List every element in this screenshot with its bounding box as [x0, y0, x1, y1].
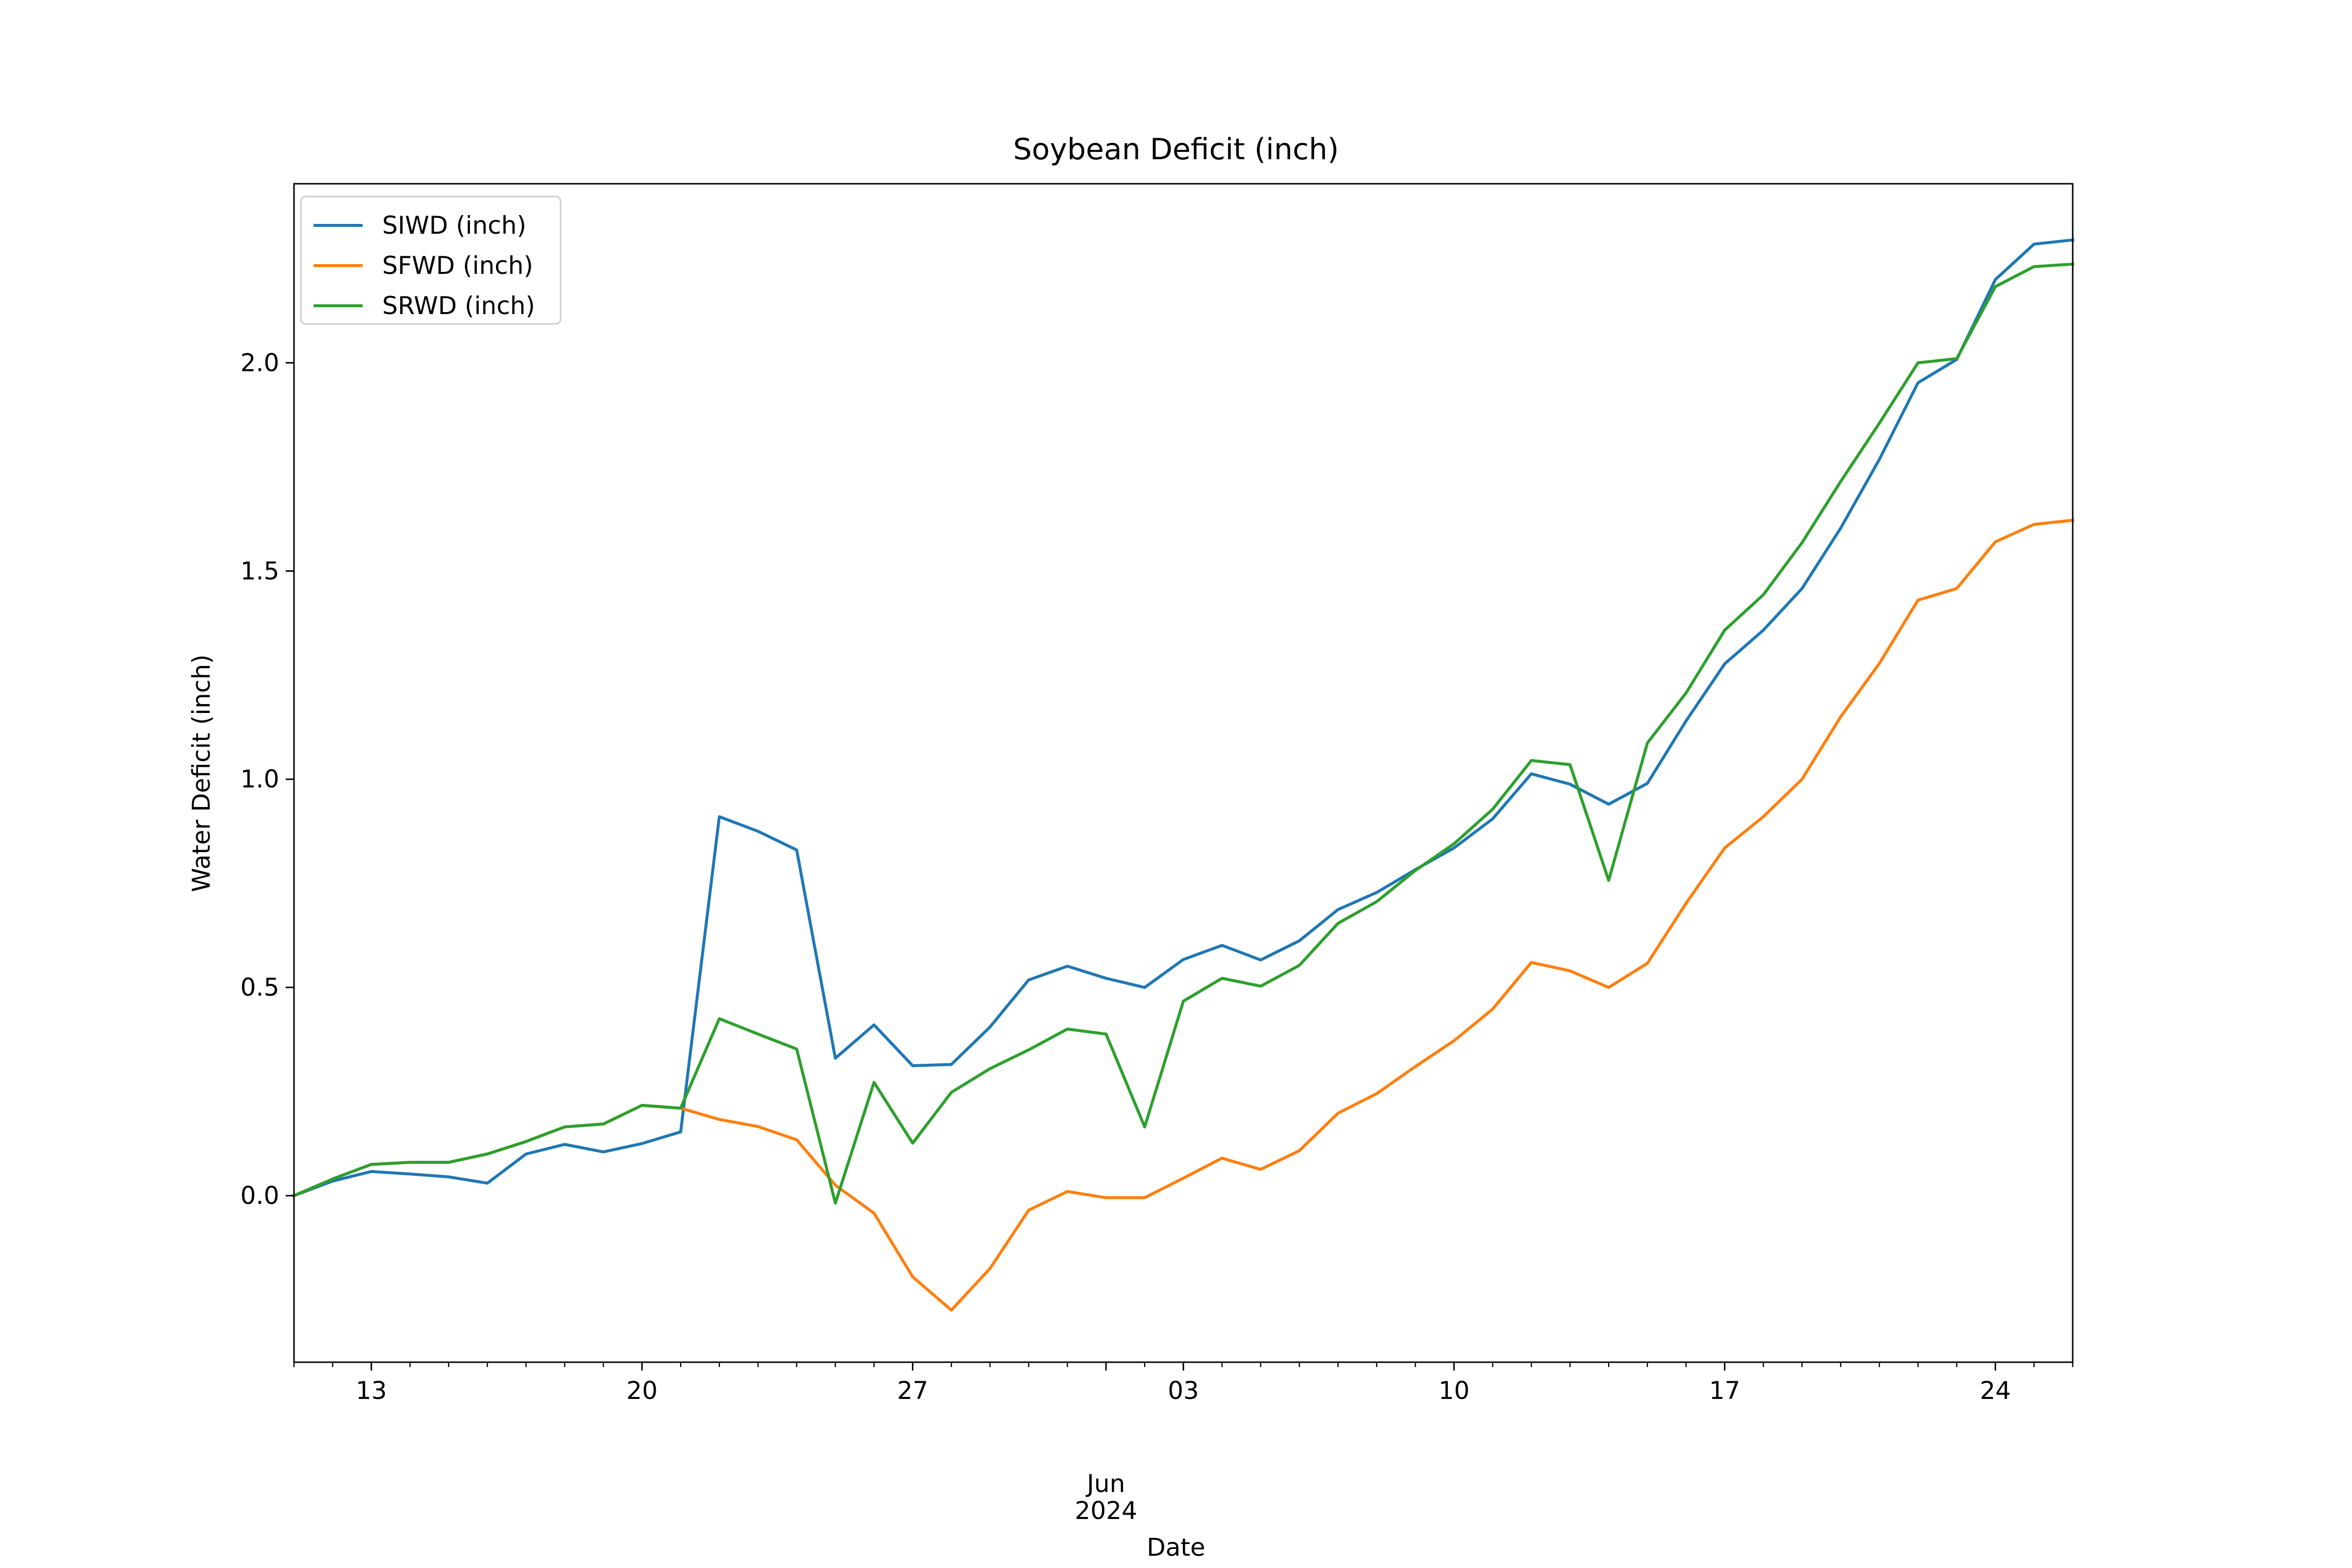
- y-tick-label: 0.5: [240, 973, 279, 1002]
- legend-box: [300, 196, 562, 325]
- x-tick-label: 27: [897, 1376, 929, 1405]
- x-axis: Jun 2024 13 20 27 03 10 17 24: [293, 1362, 2074, 1525]
- x-year-label: 2024: [1075, 1496, 1137, 1525]
- legend-label-1: SFWD (inch): [382, 251, 533, 280]
- y-axis-label: Water Deficit (inch): [187, 654, 216, 892]
- chart-title: Soybean Deficit (inch): [1013, 132, 1339, 167]
- x-tick-label: 03: [1168, 1376, 1199, 1405]
- plot-area: [292, 183, 2075, 1363]
- legend-label-2: SRWD (inch): [382, 292, 535, 320]
- series-line-2: [292, 262, 2075, 1205]
- y-axis: 0.0 0.5 1.0 1.5 2.0: [240, 348, 294, 1210]
- y-tick-label: 2.0: [240, 348, 279, 377]
- x-tick-label: 17: [1709, 1376, 1740, 1405]
- y-tick-label: 1.5: [240, 557, 279, 585]
- series-line-1: [292, 518, 2075, 1312]
- y-tick-label: 0.0: [240, 1181, 279, 1210]
- series-line-0: [292, 238, 2075, 1198]
- y-tick-label: 1.0: [240, 765, 279, 793]
- x-tick-label: 10: [1439, 1376, 1470, 1405]
- x-month-label: Jun: [1085, 1470, 1125, 1498]
- legend-label-0: SIWD (inch): [382, 211, 526, 240]
- legend: SIWD (inch) SFWD (inch) SRWD (inch): [300, 196, 562, 325]
- x-tick-label: 13: [356, 1376, 387, 1405]
- x-tick-label: 24: [1980, 1376, 2011, 1405]
- x-tick-label: 20: [626, 1376, 658, 1405]
- series-layer: [292, 238, 2075, 1312]
- x-axis-label: Date: [1147, 1533, 1205, 1562]
